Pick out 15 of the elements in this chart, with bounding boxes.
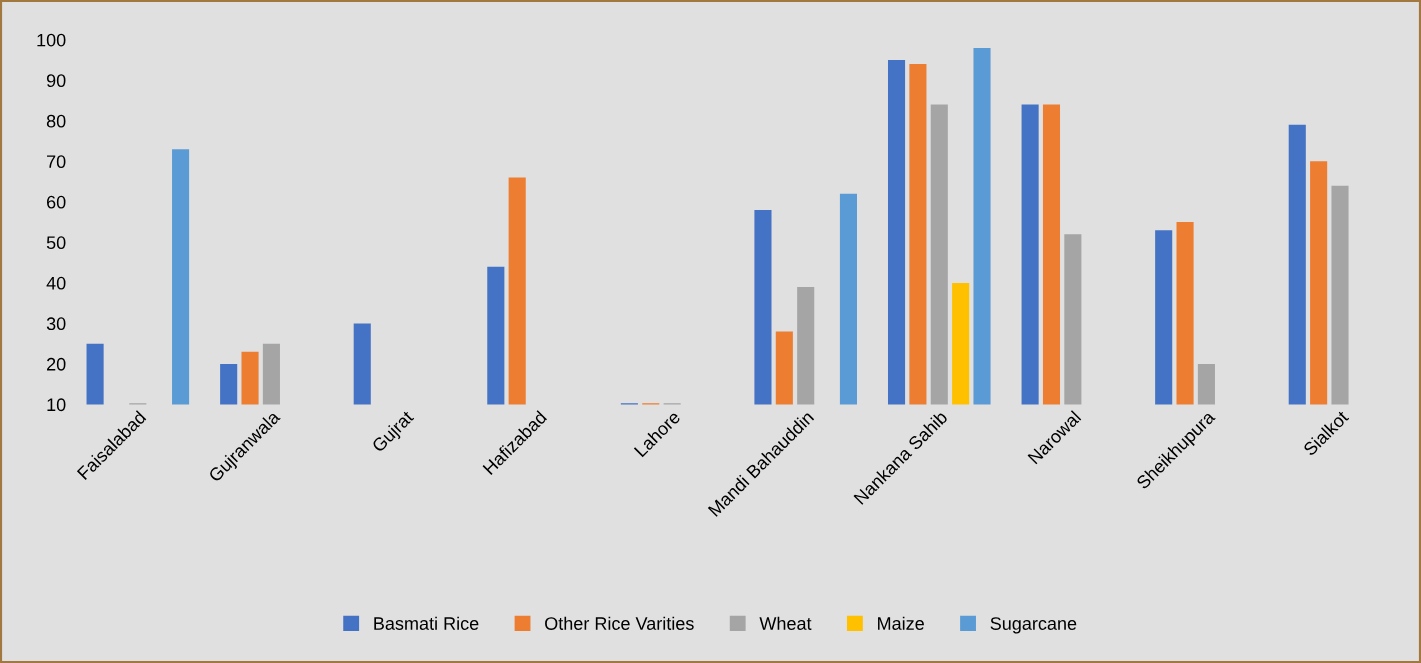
y-tick-label: 80 bbox=[46, 114, 66, 128]
y-tick-label: 50 bbox=[46, 236, 66, 250]
legend-label: Basmati Rice bbox=[374, 616, 479, 630]
y-tick-label: 100 bbox=[37, 33, 66, 47]
y-tick-label: 60 bbox=[47, 195, 66, 209]
y-tick-label: 40 bbox=[46, 276, 66, 290]
legend-label: Wheat bbox=[759, 616, 812, 630]
legend-label: Maize bbox=[878, 616, 924, 630]
y-tick-label: 30 bbox=[46, 317, 66, 331]
y-tick-label: 20 bbox=[47, 357, 66, 371]
legend-label: Other Rice Varities bbox=[545, 616, 694, 630]
legend-label: Sugarcane bbox=[990, 617, 1077, 634]
y-tick-label: 10 bbox=[47, 398, 66, 412]
y-tick-label: 70 bbox=[47, 155, 66, 169]
y-tick-label: 90 bbox=[46, 74, 66, 88]
